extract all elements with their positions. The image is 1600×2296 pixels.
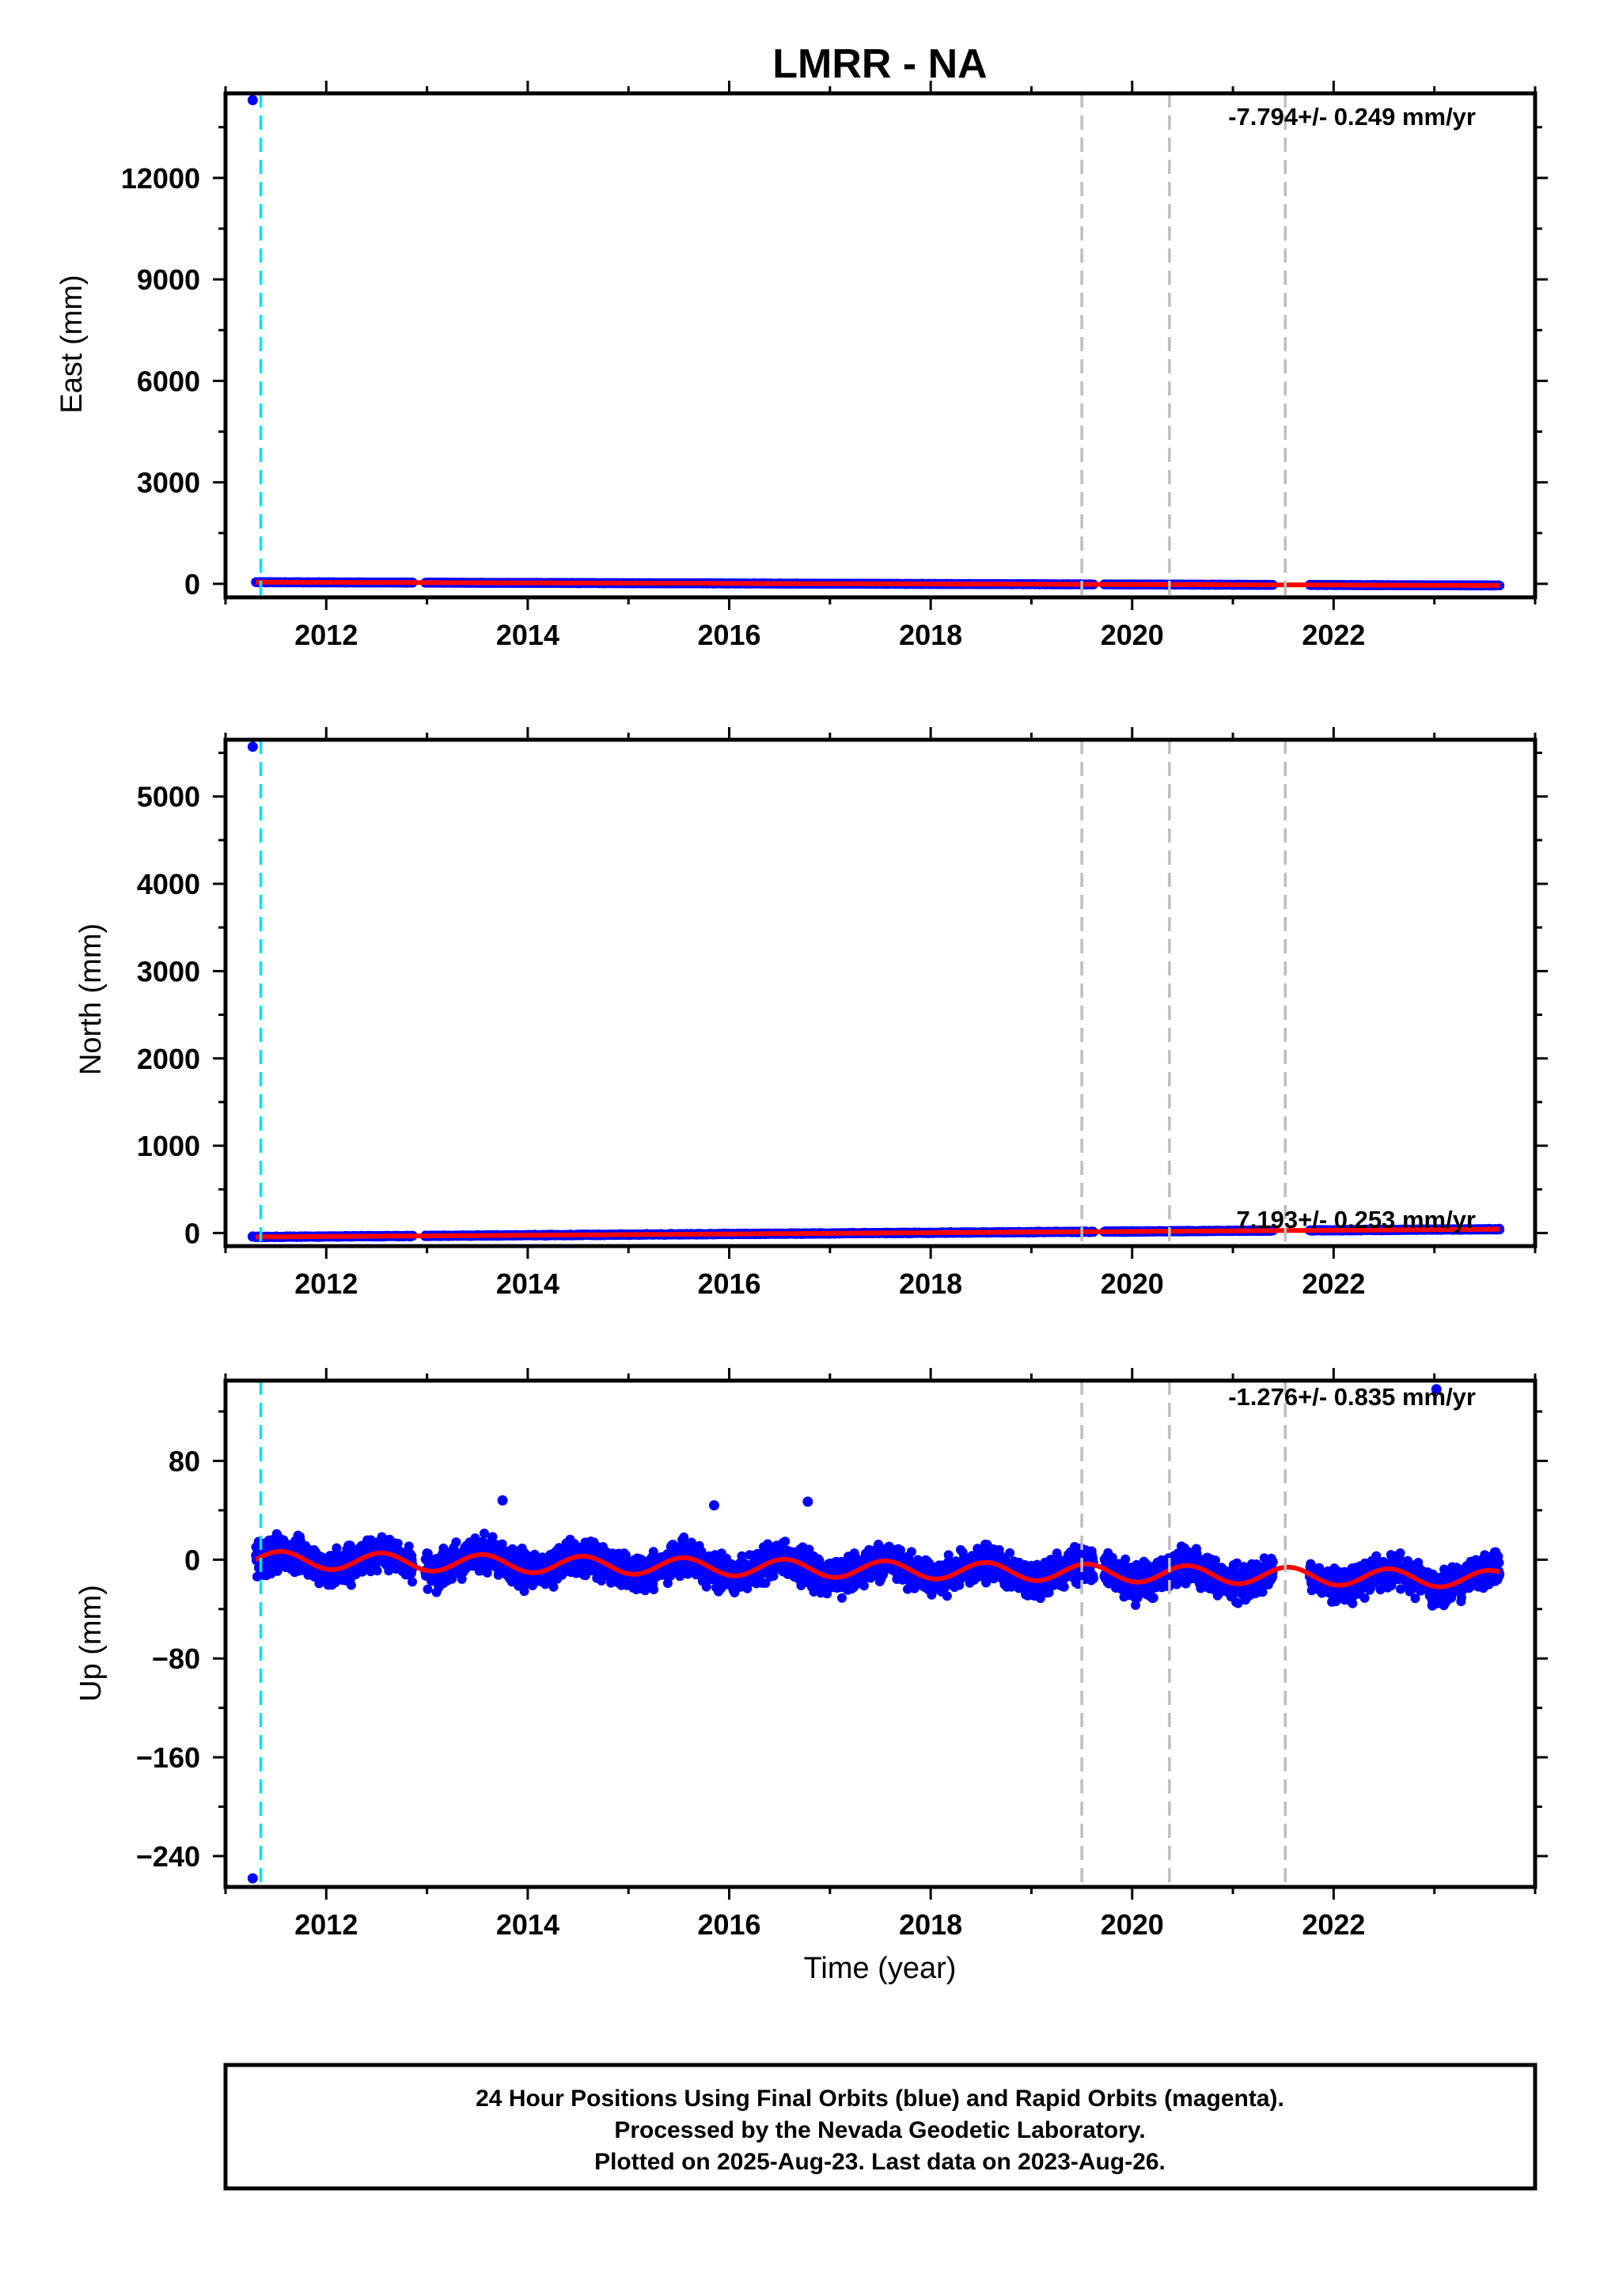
east-rate-label: -7.794+/- 0.249 mm/yr: [1228, 103, 1476, 131]
east-outlier-point: [247, 95, 258, 106]
east-x-tick-label: 2012: [294, 619, 358, 651]
east-x-tick-label: 2018: [899, 619, 962, 651]
east-y-tick-label: 9000: [137, 263, 200, 296]
east-y-tick-label: 0: [184, 568, 200, 601]
east-x-tick-label: 2016: [697, 619, 760, 651]
east-model-fit-line: [255, 579, 1500, 588]
east-y-tick-label: 6000: [137, 365, 200, 397]
east-x-tick-label: 2022: [1302, 619, 1365, 651]
east-y-tick-label: 3000: [137, 467, 200, 499]
east-panel: 2012 2014 2016 2018 2020 2022 0 3000 6000 9000 120…: [55, 81, 1548, 651]
figure-title: LMRR - NA: [772, 41, 988, 87]
east-y-tick-label: 12000: [121, 162, 200, 195]
east-x-tick-label: 2014: [496, 619, 559, 651]
east-y-axis-label: East (mm): [55, 275, 89, 413]
east-x-tick-label: 2020: [1101, 619, 1164, 651]
